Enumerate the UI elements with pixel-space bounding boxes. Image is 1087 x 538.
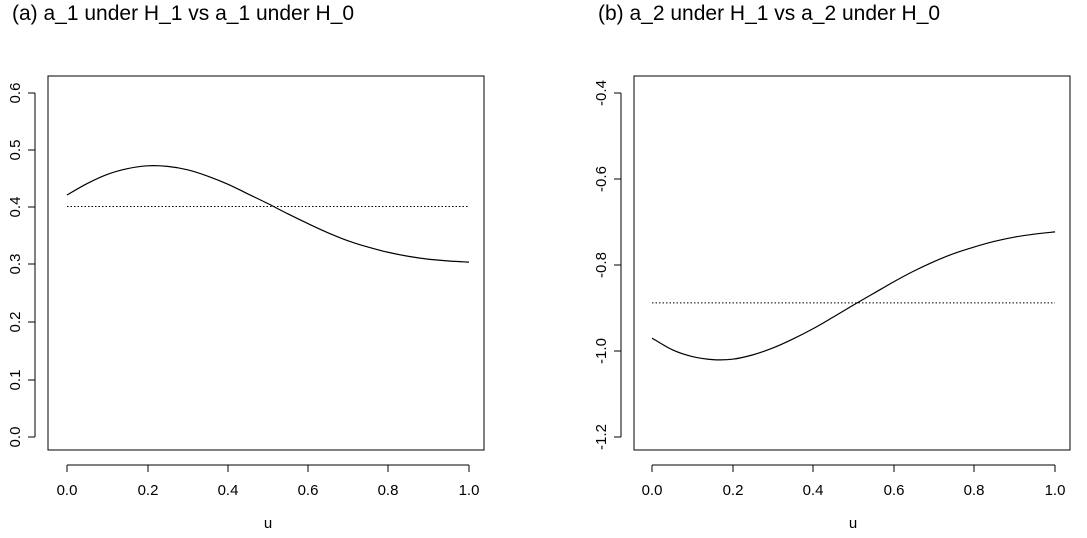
y-tick-label-a: 0.3: [7, 254, 24, 275]
y-tick-label-b: -1.0: [593, 338, 610, 364]
y-tick-label-a: 0.6: [7, 83, 24, 104]
y-tick-label-a: 0.4: [7, 197, 24, 218]
x-tick-label-b: 0.8: [964, 482, 985, 499]
x-tick-label-a: 0.6: [298, 482, 319, 499]
series-line-h1-b: [651, 231, 1056, 361]
y-tick-label-b: -1.2: [593, 424, 610, 450]
plot-frame-b: [633, 75, 1071, 451]
x-tick-label-b: 0.6: [884, 482, 905, 499]
y-tick-label-a: 0.5: [7, 140, 24, 161]
y-tick-label-a: 0.2: [7, 312, 24, 333]
y-tick-label-b: -0.4: [593, 80, 610, 106]
plot-frame-a: [47, 75, 485, 451]
x-axis-label-b: u: [849, 515, 857, 532]
x-axis-label-a: u: [264, 515, 272, 532]
x-tick-label-b: 1.0: [1045, 482, 1066, 499]
chart-b-title: (b) a_2 under H_1 vs a_2 under H_0: [598, 2, 941, 25]
x-tick-label-b: 0.0: [642, 482, 663, 499]
y-tick-label-a: 0.1: [7, 370, 24, 391]
y-tick-label-a: 0.0: [7, 427, 24, 448]
y-tick-label-b: -0.8: [593, 252, 610, 278]
chart-a-title: (a) a_1 under H_1 vs a_1 under H_0: [12, 2, 355, 25]
series-line-h1-a: [66, 165, 470, 263]
x-tick-label-a: 0.2: [138, 482, 159, 499]
x-tick-label-a: 0.0: [57, 482, 78, 499]
y-tick-label-b: -0.6: [593, 166, 610, 192]
x-tick-label-b: 0.2: [723, 482, 744, 499]
x-tick-label-b: 0.4: [803, 482, 824, 499]
x-tick-label-a: 0.8: [378, 482, 399, 499]
x-tick-label-a: 1.0: [459, 482, 480, 499]
x-tick-label-a: 0.4: [218, 482, 239, 499]
